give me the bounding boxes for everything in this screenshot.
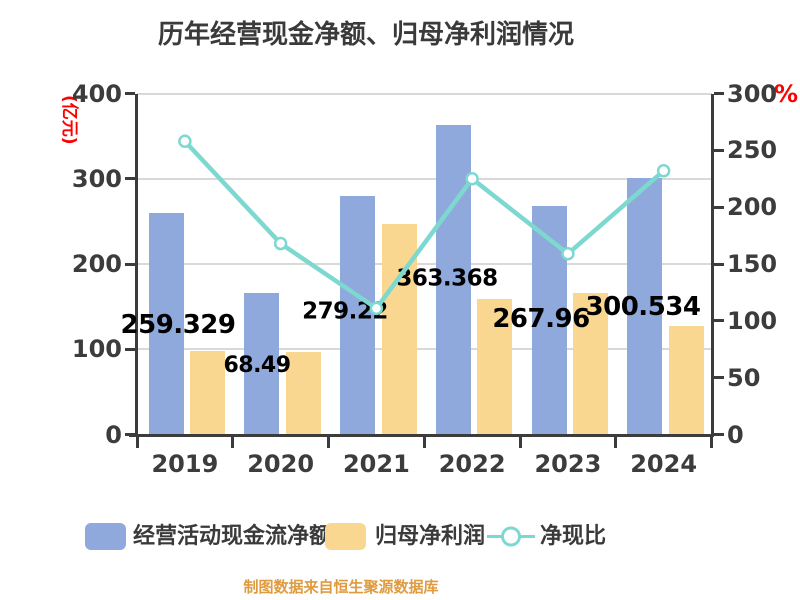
legend-swatch-net-profit[interactable] xyxy=(325,523,366,550)
right-axis-tick xyxy=(713,262,724,266)
left-axis-tick-label: 100 xyxy=(71,335,122,364)
bar-data-label: 363.368 xyxy=(396,265,498,292)
bottom-axis-line xyxy=(129,434,714,437)
bar-data-label: 279.22 xyxy=(302,298,388,325)
legend-swatch-operating-cash[interactable] xyxy=(85,523,126,550)
right-axis-line xyxy=(710,93,714,437)
x-axis-year-label: 2021 xyxy=(342,450,410,478)
left-axis-tick-label: 300 xyxy=(71,164,122,193)
right-axis-tick xyxy=(713,92,724,95)
x-axis-year-label: 2019 xyxy=(151,450,219,478)
x-axis-tick xyxy=(518,436,522,448)
bar-net-profit-2021[interactable] xyxy=(381,224,417,434)
bar-data-label: 259.329 xyxy=(120,310,236,340)
right-axis-tick-label: 0 xyxy=(727,420,744,449)
bar-data-label: 267.96 xyxy=(492,304,590,334)
bar-data-label: 300.534 xyxy=(585,292,701,322)
right-axis-tick-label: 250 xyxy=(727,136,778,165)
right-axis-tick-label: 150 xyxy=(727,250,778,278)
left-axis-tick xyxy=(125,92,135,95)
right-axis-unit-label: % xyxy=(774,80,799,108)
right-axis-tick-label: 100 xyxy=(727,306,778,335)
left-axis-tick xyxy=(125,262,135,266)
left-axis-tick-label: 400 xyxy=(71,79,122,108)
x-axis-year-label: 2020 xyxy=(247,450,315,478)
right-axis-tick-label: 50 xyxy=(727,363,761,392)
legend-label-net-profit[interactable]: 归母净利润 xyxy=(375,524,486,549)
bar-operating-cash-2019[interactable] xyxy=(148,213,184,434)
gridline xyxy=(137,92,712,95)
bar-net-profit-2020[interactable] xyxy=(285,352,321,434)
x-axis-year-label: 2023 xyxy=(534,450,602,478)
left-axis-line xyxy=(135,93,138,437)
x-axis-year-label: 2022 xyxy=(438,450,506,478)
x-axis-tick xyxy=(231,436,235,448)
right-axis-tick xyxy=(713,376,724,380)
right-axis-tick xyxy=(713,148,724,152)
right-axis-tick-label: 200 xyxy=(727,193,778,222)
legend-label-operating-cash[interactable]: 经营活动现金流净额 xyxy=(133,524,332,549)
bar-operating-cash-2020[interactable] xyxy=(244,292,280,434)
source-caption: 制图数据来自恒生聚源数据库 xyxy=(243,578,439,596)
bar-net-profit-2023[interactable] xyxy=(573,292,608,434)
x-axis-tick xyxy=(710,436,713,448)
chart-title: 历年经营现金净额、归母净利润情况 xyxy=(157,20,575,50)
left-axis-tick xyxy=(125,347,135,351)
left-axis-tick-label: 200 xyxy=(71,250,122,278)
gridline xyxy=(137,348,712,351)
right-axis-tick xyxy=(713,205,724,209)
right-axis-tick xyxy=(713,319,724,323)
x-axis-year-label: 2024 xyxy=(630,450,698,478)
left-axis-tick xyxy=(125,177,135,181)
net-cash-ratio-point[interactable] xyxy=(178,134,192,148)
legend-label-net-cash-ratio[interactable]: 净现比 xyxy=(540,524,607,549)
bar-net-profit-2022[interactable] xyxy=(477,298,513,434)
net-cash-ratio-point[interactable] xyxy=(656,164,671,178)
legend-circle xyxy=(501,526,521,547)
x-axis-tick xyxy=(614,436,618,448)
net-cash-ratio-point[interactable] xyxy=(273,236,288,251)
bar-net-profit-2024[interactable] xyxy=(668,325,704,434)
right-axis-tick xyxy=(713,433,724,436)
legend-line-marker[interactable] xyxy=(486,521,536,552)
x-axis-tick xyxy=(135,436,139,448)
left-axis-tick xyxy=(125,433,135,436)
x-axis-tick xyxy=(327,436,330,448)
gridline xyxy=(137,177,712,180)
x-axis-tick xyxy=(422,436,426,448)
left-axis-tick-label: 0 xyxy=(105,420,122,449)
bar-net-profit-2019[interactable] xyxy=(190,351,225,434)
bar-data-label: 68.49 xyxy=(223,353,291,378)
right-axis-tick-label: 300 xyxy=(727,79,778,108)
